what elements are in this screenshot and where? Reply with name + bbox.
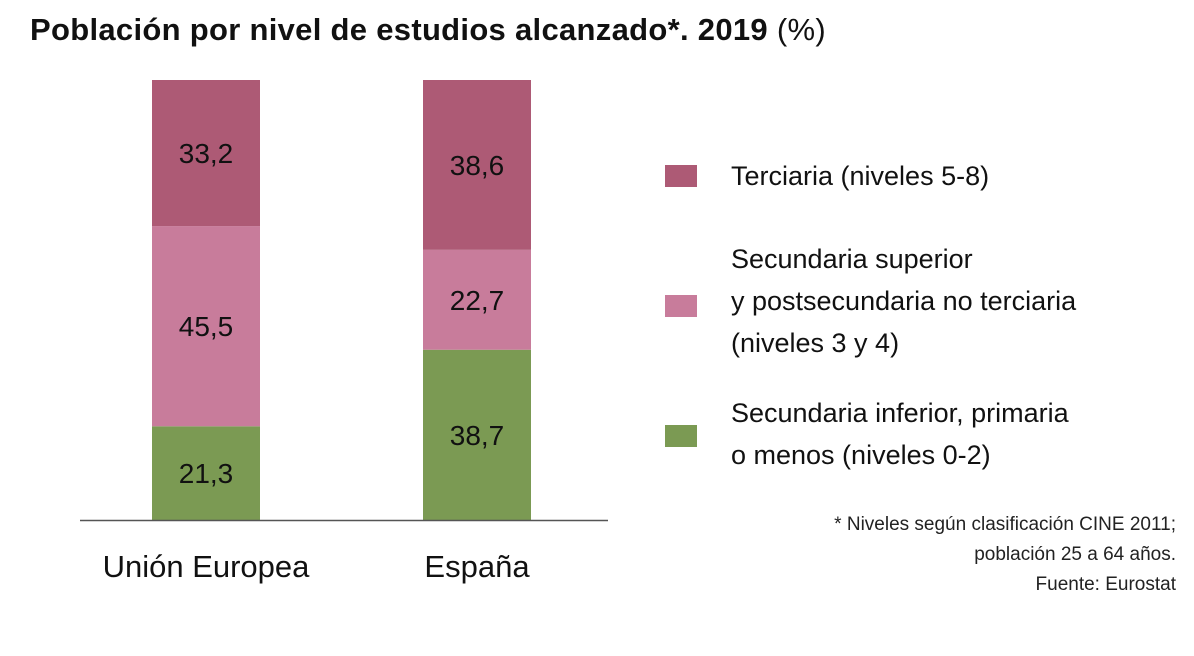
legend-label-terciaria: Terciaria (niveles 5-8): [731, 155, 989, 197]
legend-line: (niveles 3 y 4): [731, 328, 900, 358]
bar-segment-terciaria: [423, 80, 531, 250]
legend-swatch-secundaria-inferior: [665, 425, 697, 447]
stacked-bar-chart: 21,3 45,5 33,2 Unión Europea 38,7 22,7 38,6 Esp…: [80, 80, 608, 584]
legend-line: o menos (niveles 0-2): [731, 440, 991, 470]
data-label: 45,5: [179, 311, 234, 342]
legend-swatch-terciaria: [665, 165, 697, 187]
bar-segment-secundaria_superior: [423, 249, 531, 350]
legend-swatch-secundaria-superior: [665, 295, 697, 317]
chart-title: Población por nivel de estudios alcanzad…: [30, 12, 826, 48]
footnotes: * Niveles según clasificación CINE 2011;…: [834, 510, 1176, 600]
legend-label-secundaria-inferior: Secundaria inferior, primaria o menos (n…: [731, 392, 1069, 476]
category-label: Unión Europea: [103, 549, 311, 584]
legend-line: Secundaria inferior, primaria: [731, 398, 1069, 428]
chart-title-main: Población por nivel de estudios alcanzad…: [30, 12, 768, 47]
data-label: 38,7: [450, 420, 505, 451]
legend-label-secundaria-superior: Secundaria superior y postsecundaria no …: [731, 238, 1076, 364]
footnote-source: Fuente: Eurostat: [1035, 574, 1176, 595]
legend-line: Terciaria (niveles 5-8): [731, 161, 990, 191]
footnote-definition: * Niveles según clasificación CINE 2011;: [834, 514, 1176, 535]
data-label: 38,6: [450, 150, 505, 181]
bar-segment-secundaria_superior: [152, 226, 260, 427]
data-label: 33,2: [179, 138, 234, 169]
bar-segment-terciaria: [152, 80, 260, 227]
legend-line: Secundaria superior: [731, 244, 973, 274]
category-label: España: [424, 549, 530, 584]
bar-segment-secundaria_inferior: [423, 349, 531, 520]
data-label: 22,7: [450, 285, 505, 316]
bar-segment-secundaria_inferior: [152, 426, 260, 520]
chart-title-unit: (%): [776, 12, 826, 47]
data-label: 21,3: [179, 458, 234, 489]
legend-line: y postsecundaria no terciaria: [731, 286, 1077, 316]
footnote-population: población 25 a 64 años.: [974, 544, 1176, 565]
